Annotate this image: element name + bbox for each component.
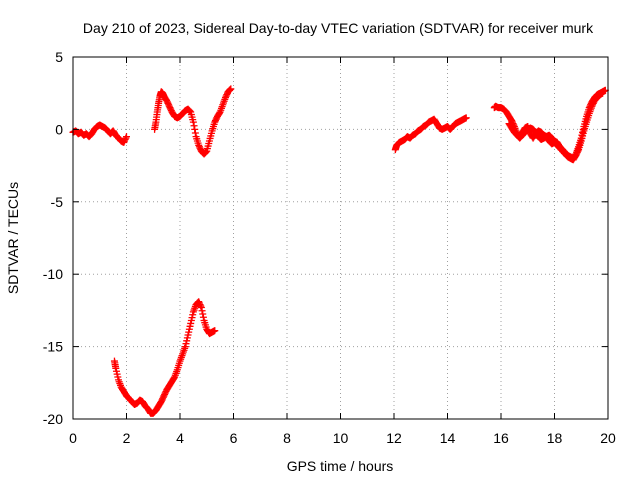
x-tick-label: 8: [283, 430, 291, 446]
data-point: [185, 107, 193, 115]
y-axis-label: SDTVAR / TECUs: [5, 182, 21, 294]
x-tick-label: 20: [600, 430, 616, 446]
data-point: [202, 148, 210, 156]
grid: [73, 57, 608, 419]
data-points: [69, 85, 609, 417]
data-point: [186, 107, 194, 115]
data-point: [201, 149, 209, 157]
x-tick-label: 16: [493, 430, 509, 446]
data-point: [191, 129, 199, 137]
data-point: [227, 85, 235, 93]
series-segment-2: [110, 298, 219, 417]
series-segment-6: [505, 89, 607, 164]
y-tick-label: -10: [43, 266, 63, 282]
data-point: [599, 89, 607, 97]
x-tick-label: 14: [440, 430, 456, 446]
data-point: [211, 327, 219, 335]
y-tick-label: 5: [55, 49, 63, 65]
x-tick-label: 6: [230, 430, 238, 446]
series-segment-1: [69, 121, 130, 146]
x-tick-label: 0: [69, 430, 77, 446]
data-point: [197, 304, 205, 312]
data-point: [199, 313, 207, 321]
data-point: [122, 134, 130, 142]
y-tick-label: 0: [55, 121, 63, 137]
data-point: [123, 133, 130, 141]
data-point: [225, 86, 233, 94]
chart-title: Day 210 of 2023, Sidereal Day-to-day VTE…: [83, 20, 594, 36]
series-segment-4: [391, 114, 470, 154]
y-tick-label: -15: [43, 339, 63, 355]
x-tick-label: 10: [333, 430, 349, 446]
data-point: [191, 125, 199, 133]
x-axis-label: GPS time / hours: [287, 458, 394, 474]
x-tick-label: 4: [176, 430, 184, 446]
data-point: [226, 86, 234, 94]
x-tick-label: 18: [547, 430, 563, 446]
x-tick-label: 2: [123, 430, 131, 446]
y-tick-label: -5: [51, 194, 64, 210]
data-point: [574, 147, 582, 155]
x-tick-label: 12: [386, 430, 402, 446]
data-point: [190, 122, 198, 130]
y-tick-label: -20: [43, 411, 63, 427]
data-point: [189, 118, 197, 126]
data-point: [197, 302, 205, 310]
y-tick-labels: -20 -15 -10 -5 0 5: [43, 49, 63, 427]
data-point: [198, 307, 206, 315]
x-tick-labels: 0 2 4 6 8 10 12 14 16 18 20: [69, 430, 616, 446]
series-segment-3: [151, 85, 235, 158]
data-point: [199, 310, 207, 318]
data-point: [462, 114, 470, 122]
ticks: [72, 56, 609, 420]
